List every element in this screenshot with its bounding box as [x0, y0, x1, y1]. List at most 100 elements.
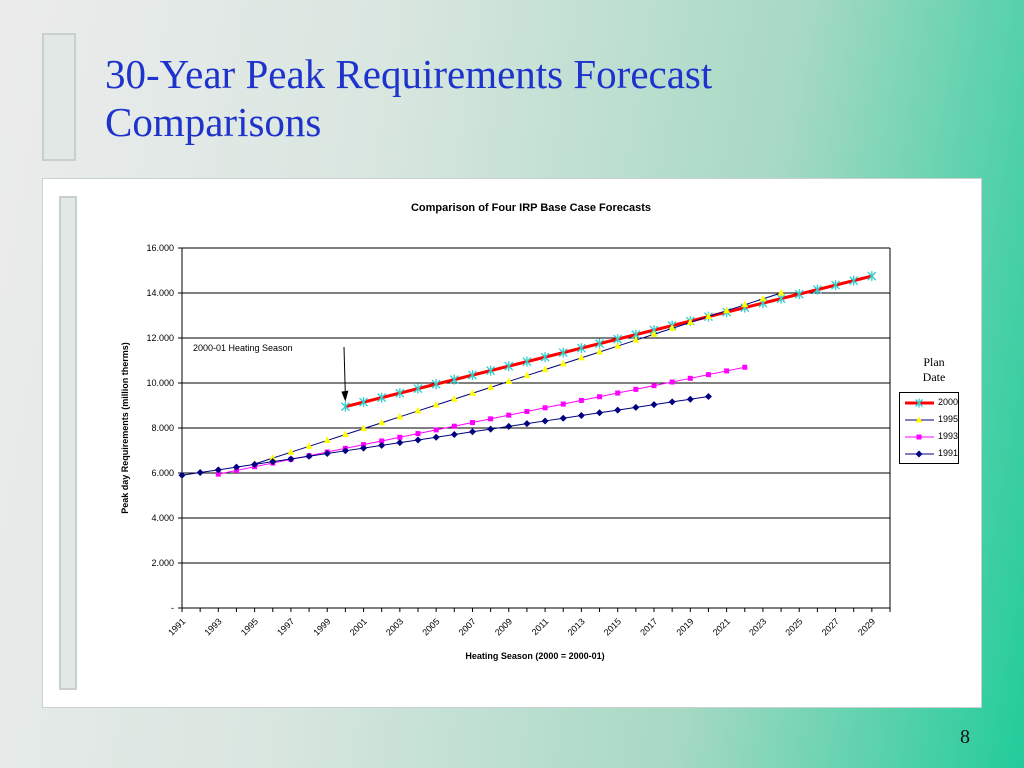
series-1995-marker [777, 289, 785, 296]
y-tick-label: 16.000 [146, 243, 174, 253]
series-2000-line [345, 274, 873, 409]
series-1991-marker [704, 393, 712, 400]
series-1995-marker [378, 418, 386, 426]
series-1993-marker [379, 438, 385, 444]
series-2000-marker [831, 280, 840, 291]
series-2000-marker [377, 392, 387, 403]
series-1993-marker [488, 416, 494, 422]
series-1991-marker [468, 428, 476, 436]
series-1991-marker [360, 444, 368, 452]
series-2000-marker [340, 401, 350, 412]
series-1995-marker [414, 406, 422, 414]
x-tick-label: 1995 [239, 616, 260, 637]
x-tick-label: 2015 [602, 616, 623, 637]
series-1991-marker [232, 463, 240, 471]
series-1991-marker [523, 420, 531, 428]
series-1991-marker [541, 417, 549, 425]
series-2000-marker [486, 365, 496, 376]
series-2000-marker [812, 284, 822, 295]
legend-swatch-2000 [905, 398, 934, 408]
y-tick-label: 12.000 [146, 333, 174, 343]
x-tick-label: 2009 [493, 616, 514, 637]
legend-item-1995: 1995 [904, 413, 958, 427]
series-1993-marker [506, 412, 512, 418]
series-1993-marker [560, 401, 566, 407]
series-1995-marker [287, 448, 295, 455]
x-tick-label: 2019 [674, 616, 695, 637]
series-1995-marker [487, 383, 495, 390]
series-1991-marker [414, 436, 422, 444]
series-2000-marker [794, 289, 804, 300]
x-tick-label: 2011 [530, 616, 551, 637]
series-1991-marker [686, 395, 694, 403]
series-2000-marker [558, 347, 568, 358]
series-1995-marker [668, 324, 676, 331]
series-1995-marker [614, 342, 622, 349]
series-1995-marker [559, 359, 567, 367]
x-tick-label: 2017 [638, 616, 659, 637]
y-tick-label: 4.000 [151, 513, 174, 523]
panel-accent-bar [59, 196, 77, 690]
series-2000-marker [867, 271, 877, 282]
series-1991-marker [668, 398, 676, 406]
x-tick-label: 2025 [783, 616, 804, 637]
x-tick-label: 2029 [856, 616, 877, 637]
y-axis-label: Peak day Requirements (million therms) [120, 342, 130, 514]
series-1995-marker [269, 454, 277, 461]
slide-title: 30-Year Peak Requirements Forecast Compa… [105, 50, 712, 146]
series-1991-marker [305, 452, 313, 460]
series-1991-marker [341, 447, 349, 455]
series-1991-marker [214, 466, 222, 474]
series-1993-marker [524, 408, 530, 414]
annotation-text: 2000-01 Heating Season [193, 343, 293, 353]
series-1995-marker [468, 389, 476, 396]
series-1991-marker [251, 460, 259, 468]
legend: 2000 1995 1993 1991 [899, 392, 959, 464]
series-1993-marker [724, 368, 730, 374]
y-tick-label: - [171, 603, 174, 613]
series-1995-marker [360, 424, 368, 432]
x-tick-label: 1993 [202, 616, 223, 637]
legend-swatch-1993 [905, 434, 934, 440]
y-tick-label: 2.000 [151, 558, 174, 568]
series-1995-marker [323, 436, 331, 443]
legend-label-1991: 1991 [938, 448, 959, 458]
legend-title: Plan Date [912, 355, 956, 385]
legend-swatch-1995 [905, 416, 934, 423]
y-tick-label: 6.000 [151, 468, 174, 478]
x-tick-label: 2023 [747, 616, 768, 637]
series-2000-marker [395, 388, 405, 399]
series-1993-marker [578, 397, 584, 403]
slide-title-line-1: 30-Year Peak Requirements Forecast [105, 51, 713, 97]
series-1993-marker [597, 394, 603, 400]
series-1995-marker [396, 412, 404, 420]
legend-item-2000: 2000 [904, 396, 958, 410]
series-1995-marker [523, 371, 531, 379]
series-2000-marker [468, 370, 477, 381]
series-1991-marker [287, 455, 295, 463]
x-axis-label: Heating Season (2000 = 2000-01) [465, 651, 604, 661]
legend-title-line-1: Plan [923, 355, 945, 369]
slide-title-line-2: Comparisons [105, 99, 322, 145]
x-tick-label: 2027 [820, 616, 841, 637]
series-1991-marker [323, 450, 331, 458]
series-1993-marker [633, 386, 639, 392]
series-1995-marker [686, 318, 694, 325]
series-1995-marker [759, 294, 767, 302]
series-1995-marker [541, 365, 549, 373]
series-1991-marker [577, 412, 585, 420]
title-accent-bar [42, 33, 76, 161]
series-2000-marker [595, 338, 604, 349]
series-1995-marker [505, 377, 513, 384]
series-1995-marker [741, 300, 749, 308]
series-1993-marker [687, 375, 693, 381]
legend-swatch-1991 [905, 450, 934, 458]
series-1995-marker [577, 353, 585, 361]
series-1991-marker [487, 425, 495, 433]
series-2000-marker [540, 352, 550, 363]
series-1993-marker [397, 434, 403, 440]
series-1991-marker [178, 471, 186, 479]
legend-title-line-2: Date [922, 370, 946, 384]
series-2000-marker [576, 343, 586, 354]
series-1995-marker [341, 430, 349, 438]
